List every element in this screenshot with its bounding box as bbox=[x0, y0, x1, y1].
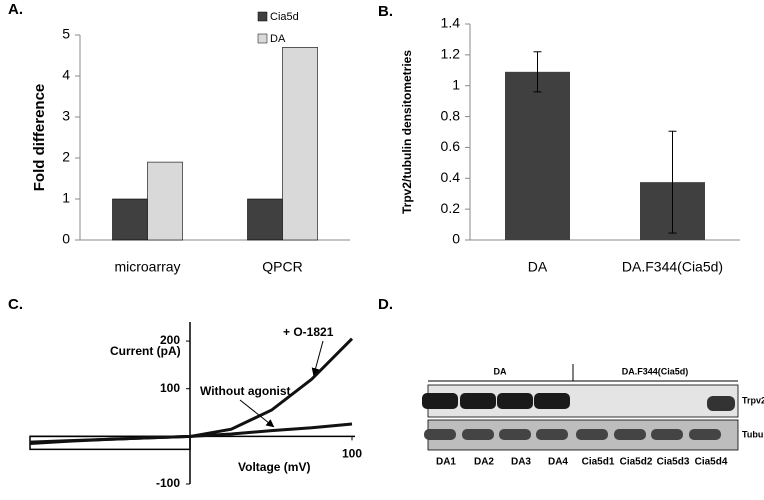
band bbox=[707, 396, 735, 411]
lane-label: DA4 bbox=[548, 457, 568, 468]
y-tick-label: 0.2 bbox=[441, 200, 461, 216]
y-tick-label: 1.2 bbox=[441, 46, 461, 62]
panel-label: C. bbox=[8, 296, 23, 313]
band bbox=[536, 429, 568, 440]
legend-swatch bbox=[257, 33, 268, 44]
y-axis-title: Fold difference bbox=[31, 84, 48, 192]
y-axis-title: Trpv2/tubulin densitometries bbox=[400, 50, 414, 214]
row-label: Tubulin bbox=[742, 429, 764, 439]
y-tick-label: 1 bbox=[452, 76, 460, 92]
legend-label: DA bbox=[270, 33, 286, 45]
bar bbox=[282, 46, 318, 241]
y-tick-label: 100 bbox=[160, 381, 180, 395]
panel-label: D. bbox=[378, 296, 393, 313]
blot-row bbox=[427, 384, 739, 418]
band bbox=[424, 429, 456, 440]
y-tick-label: 0 bbox=[452, 231, 460, 247]
lane-label: Cia5d4 bbox=[695, 457, 728, 468]
lane-label: Cia5d2 bbox=[620, 457, 653, 468]
bar bbox=[147, 161, 183, 241]
band bbox=[689, 429, 721, 440]
x-tick-label: DA.F344(Cia5d) bbox=[622, 259, 723, 275]
y-tick-label: 200 bbox=[160, 333, 180, 347]
legend-swatch bbox=[257, 11, 268, 22]
y-tick-label: 1 bbox=[62, 190, 70, 206]
x-tick-label: DA bbox=[528, 259, 548, 275]
y-tick-label: 3 bbox=[62, 108, 70, 124]
y-tick-label: 1.4 bbox=[441, 15, 461, 31]
y-tick-label: -100 bbox=[156, 476, 180, 490]
x-axis-title: Voltage (mV) bbox=[238, 460, 310, 474]
band bbox=[499, 429, 531, 440]
annotation-arrow bbox=[239, 399, 275, 428]
annotation-arrow bbox=[311, 340, 324, 377]
band bbox=[651, 429, 683, 440]
iv-curve bbox=[29, 422, 353, 444]
bar bbox=[112, 198, 148, 241]
band bbox=[576, 429, 608, 440]
y-tick-label: 2 bbox=[62, 149, 70, 165]
band bbox=[460, 393, 496, 409]
y-tick-label: 4 bbox=[62, 67, 70, 83]
lane-label: DA3 bbox=[511, 457, 531, 468]
x-tick-label: microarray bbox=[114, 259, 180, 275]
band bbox=[614, 429, 646, 440]
annotation: + O-1821 bbox=[283, 325, 334, 339]
y-tick-label: 5 bbox=[62, 26, 70, 42]
y-tick-label: 0.8 bbox=[441, 107, 461, 123]
lane-label: Cia5d3 bbox=[657, 457, 690, 468]
panel-label: A. bbox=[8, 1, 23, 18]
lane-label: DA2 bbox=[474, 457, 494, 468]
lane-label: Cia5d1 bbox=[582, 457, 615, 468]
bar bbox=[505, 71, 570, 240]
legend-label: Cia5d bbox=[270, 11, 299, 23]
x-tick-label: QPCR bbox=[262, 259, 302, 275]
annotation: Without agonist bbox=[200, 384, 291, 398]
group-label: DA.F344(Cia5d) bbox=[622, 366, 689, 376]
x-tick-label: 100 bbox=[342, 447, 362, 461]
band bbox=[422, 393, 458, 409]
bar bbox=[247, 198, 283, 241]
y-tick-label: 0.4 bbox=[441, 169, 461, 185]
panel-label: B. bbox=[378, 3, 393, 20]
group-label: DA bbox=[494, 366, 507, 376]
lane-label: DA1 bbox=[436, 457, 456, 468]
row-label: Trpv2 bbox=[742, 395, 764, 405]
band bbox=[462, 429, 494, 440]
band bbox=[534, 393, 570, 409]
band bbox=[497, 393, 533, 409]
y-tick-label: 0.6 bbox=[441, 138, 461, 154]
y-tick-label: 0 bbox=[62, 231, 70, 247]
y-axis-title: Current (pA) bbox=[110, 344, 181, 358]
